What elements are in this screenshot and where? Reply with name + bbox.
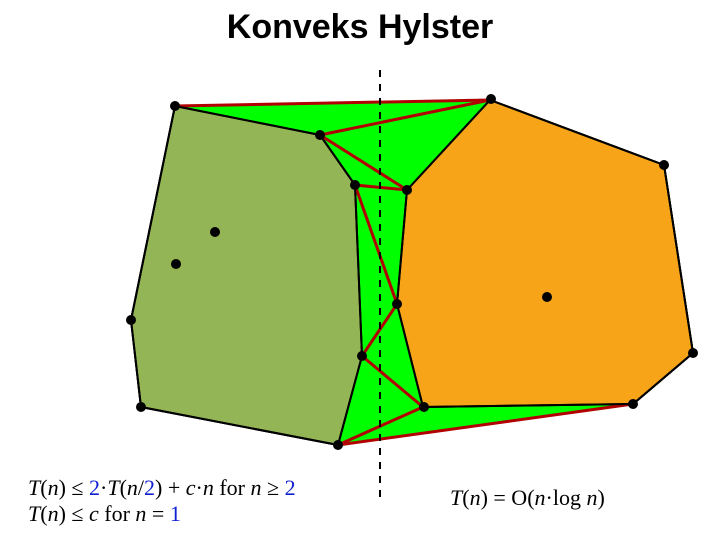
recurrence-line-1: T(n) ≤ 2·T(n/2) + c·n for n ≥ 2 [28, 475, 296, 501]
recurrence-equation: T(n) ≤ 2·T(n/2) + c·n for n ≥ 2 T(n) ≤ c… [28, 475, 296, 527]
complexity-result: T(n) = O(n·log n) [450, 485, 605, 511]
convex-hull-diagram [0, 0, 720, 540]
complexity-line: T(n) = O(n·log n) [450, 485, 605, 511]
recurrence-line-2: T(n) ≤ c for n = 1 [28, 501, 296, 527]
